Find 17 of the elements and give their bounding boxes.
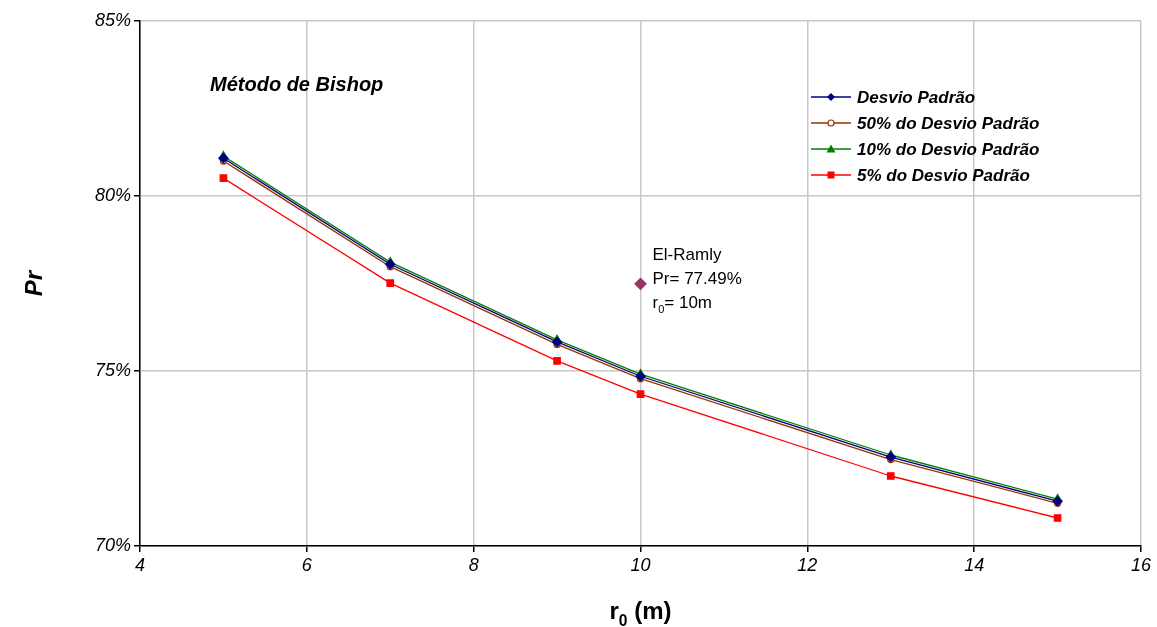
y-tick-label: 70% [94, 535, 131, 555]
legend-label: 50% do Desvio Padrão [857, 114, 1040, 133]
y-tick-label: 80% [94, 185, 131, 205]
legend-label: Desvio Padrão [857, 88, 976, 107]
x-tick-label: 12 [797, 554, 818, 575]
x-tick-label: 16 [1130, 554, 1152, 575]
legend-label: 10% do Desvio Padrão [857, 140, 1040, 159]
x-tick-label: 10 [630, 554, 651, 575]
x-tick-label: 14 [964, 554, 985, 575]
x-tick-label: 4 [134, 554, 146, 575]
annotation: Método de Bishop [210, 73, 384, 95]
y-tick-label: 85% [94, 10, 131, 30]
x-tick-label: 6 [301, 554, 313, 575]
legend-label: 5% do Desvio Padrão [857, 166, 1030, 185]
y-axis-title: Pr [20, 269, 47, 297]
x-tick-label: 8 [468, 554, 479, 575]
y-tick-label: 75% [94, 360, 131, 380]
